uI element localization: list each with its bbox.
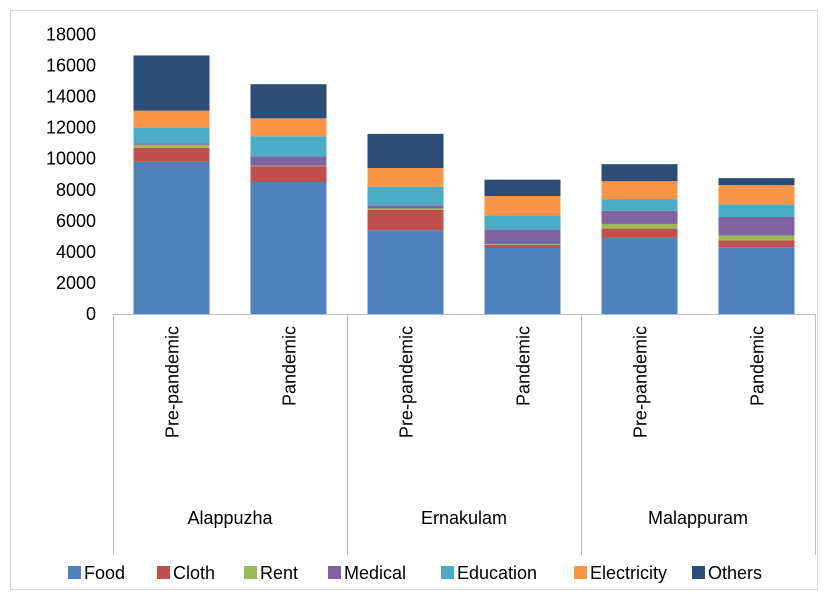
legend-swatch-medical <box>328 566 341 579</box>
bar-segment-others <box>484 179 561 196</box>
bar-segment-education <box>601 199 678 211</box>
bar-segment-electricity <box>484 195 561 216</box>
bar-segment-others <box>367 133 444 169</box>
chart-frame <box>10 10 818 590</box>
y-tick-label: 2000 <box>56 273 96 293</box>
x-category-label: Pre-pandemic <box>397 326 417 438</box>
x-axis: Pre-pandemic Pandemic Pre-pandemic Pandemic… <box>113 314 816 555</box>
legend-swatch-cloth <box>157 566 170 579</box>
y-tick-label: 10000 <box>46 149 96 169</box>
legend-label: Electricity <box>590 563 667 583</box>
bars <box>133 55 795 314</box>
bar-segment-medical <box>367 205 444 209</box>
bar-segment-electricity <box>133 110 210 128</box>
legend-swatch-education <box>441 566 454 579</box>
legend-label: Others <box>708 563 762 583</box>
bar-segment-education <box>718 204 795 217</box>
legend-swatch-others <box>692 566 705 579</box>
bar-segment-medical <box>718 216 795 236</box>
bar-segment-medical <box>484 229 561 245</box>
y-tick-label: 4000 <box>56 242 96 262</box>
bar-segment-others <box>133 55 210 111</box>
legend-label: Medical <box>344 563 406 583</box>
y-tick-label: 6000 <box>56 211 96 231</box>
bar-segment-medical <box>133 143 210 145</box>
y-tick-label: 18000 <box>46 25 96 45</box>
bar-segment-food <box>718 247 795 314</box>
legend-swatch-electricity <box>574 566 587 579</box>
y-tick-label: 14000 <box>46 87 96 107</box>
bar-segment-cloth <box>250 166 327 183</box>
bar-segment-others <box>718 178 795 186</box>
y-axis: 0 2000 4000 6000 8000 10000 12000 14000 16000 180… <box>46 25 96 325</box>
x-category-label: Pandemic <box>748 326 768 406</box>
legend-swatch-rent <box>244 566 257 579</box>
bar-segment-food <box>133 161 210 314</box>
bar-segment-medical <box>601 210 678 224</box>
x-category-label: Pre-pandemic <box>631 326 651 438</box>
legend-label: Food <box>84 563 125 583</box>
legend-label: Cloth <box>173 563 215 583</box>
bar-segment-education <box>133 127 210 144</box>
y-tick-label: 16000 <box>46 56 96 76</box>
bar-segment-cloth <box>484 244 561 249</box>
bar-segment-food <box>601 237 678 314</box>
bar-segment-cloth <box>718 240 795 248</box>
bar-segment-electricity <box>601 181 678 200</box>
bar-segment-electricity <box>367 168 444 187</box>
bar-segment-cloth <box>367 209 444 231</box>
bar-segment-electricity <box>250 118 327 137</box>
bar-segment-cloth <box>133 147 210 162</box>
bar-segment-rent <box>718 235 795 241</box>
x-category-label: Pandemic <box>280 326 300 406</box>
y-tick-label: 0 <box>86 304 96 324</box>
bar-segment-food <box>250 182 327 314</box>
bar-segment-food <box>484 248 561 314</box>
bar-segment-cloth <box>601 228 678 238</box>
x-category-label: Pandemic <box>514 326 534 406</box>
legend: Food Cloth Rent Medical Education Electricity… <box>68 563 762 583</box>
x-group-label: Ernakulam <box>421 508 507 528</box>
x-group-label: Alappuzha <box>187 508 273 528</box>
legend-label: Education <box>457 563 537 583</box>
bar-segment-rent <box>367 208 444 210</box>
bar-segment-education <box>484 215 561 230</box>
bar-segment-electricity <box>718 185 795 205</box>
legend-swatch-food <box>68 566 81 579</box>
bar-segment-food <box>367 230 444 314</box>
y-tick-label: 12000 <box>46 118 96 138</box>
bar-segment-education <box>250 136 327 157</box>
bar-segment-medical <box>250 156 327 166</box>
legend-label: Rent <box>260 563 298 583</box>
y-tick-label: 8000 <box>56 180 96 200</box>
bar-segment-rent <box>133 144 210 148</box>
bar-segment-education <box>367 186 444 206</box>
bar-segment-rent <box>250 165 327 167</box>
x-group-label: Malappuram <box>648 508 748 528</box>
x-category-label: Pre-pandemic <box>163 326 183 438</box>
bar-segment-others <box>601 164 678 182</box>
bar-segment-others <box>250 84 327 119</box>
bar-segment-rent <box>484 244 561 245</box>
bar-segment-rent <box>601 223 678 229</box>
